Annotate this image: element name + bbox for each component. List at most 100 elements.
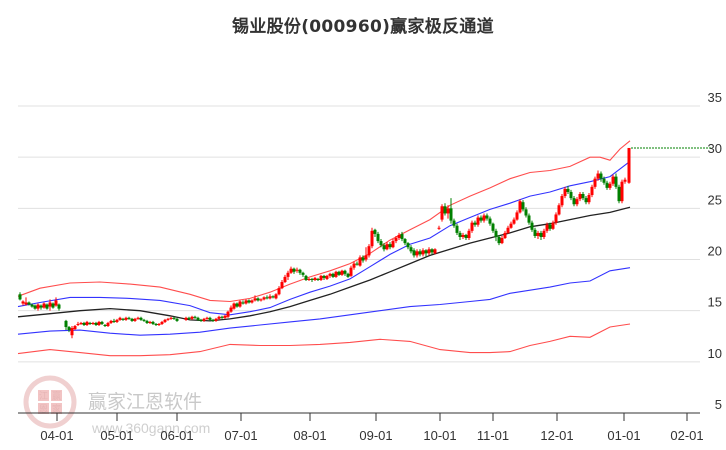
down-candle	[112, 320, 116, 322]
up-candle	[97, 321, 101, 325]
down-candle	[145, 320, 149, 323]
down-candle	[418, 251, 422, 255]
middle-line-line	[17, 206, 631, 322]
down-candle	[67, 327, 71, 331]
down-candle	[322, 275, 326, 278]
up-candle	[115, 319, 119, 322]
up-candle	[415, 251, 419, 256]
down-candle	[121, 318, 125, 320]
up-candle	[205, 317, 209, 319]
up-candle	[364, 255, 368, 260]
down-candle	[64, 320, 68, 328]
up-candle	[229, 307, 233, 312]
down-candle	[33, 305, 37, 309]
down-candle	[220, 316, 224, 318]
up-candle	[289, 268, 293, 273]
down-candle	[409, 247, 413, 252]
x-tick-label: 01-01	[607, 428, 640, 443]
down-candle	[94, 322, 98, 325]
svg-text:恩: 恩	[39, 404, 48, 415]
x-tick-label: 12-01	[540, 428, 573, 443]
gridlines	[18, 105, 700, 363]
down-candle	[400, 233, 404, 240]
down-candle	[241, 302, 245, 304]
up-candle	[136, 317, 140, 319]
svg-text:赢: 赢	[52, 390, 61, 402]
svg-text:江: 江	[39, 391, 48, 402]
down-candle	[103, 324, 107, 327]
down-candle	[139, 317, 143, 320]
up-candle	[334, 271, 338, 277]
down-candle	[530, 222, 534, 230]
down-candle	[373, 229, 377, 234]
candles	[18, 147, 631, 339]
up-candle	[503, 232, 507, 239]
up-candle	[433, 249, 437, 254]
down-candle	[412, 250, 416, 256]
up-candle	[482, 215, 486, 221]
up-candle	[232, 303, 236, 309]
down-candle	[292, 268, 296, 272]
y-axis: 5 10 15 20 25 30 35	[708, 90, 722, 412]
down-candle	[298, 269, 302, 273]
up-candle	[427, 249, 431, 254]
up-candle	[160, 321, 164, 324]
up-candle	[106, 322, 110, 327]
up-candle	[169, 317, 173, 319]
x-tick-label: 05-01	[100, 428, 133, 443]
y-tick-label: 20	[708, 244, 722, 259]
down-candle	[151, 321, 155, 324]
up-candle	[268, 296, 272, 299]
up-candle	[563, 188, 567, 197]
up-candle	[470, 222, 474, 231]
y-tick-label: 5	[715, 397, 722, 412]
x-tick-label: 09-01	[359, 428, 392, 443]
up-candle	[223, 315, 227, 318]
up-candle	[202, 318, 206, 321]
down-candle	[521, 202, 525, 210]
down-candle	[455, 225, 459, 233]
up-candle	[627, 147, 631, 183]
up-candle	[133, 318, 137, 321]
down-candle	[584, 198, 588, 203]
down-candle	[304, 275, 308, 280]
up-candle	[394, 238, 398, 242]
down-candle	[18, 294, 22, 300]
up-candle	[91, 322, 95, 324]
up-candle	[70, 328, 74, 336]
up-candle	[509, 223, 513, 228]
up-candle	[593, 178, 597, 187]
up-candle	[446, 208, 450, 214]
down-candle	[458, 232, 462, 237]
down-candle	[355, 263, 359, 265]
down-candle	[361, 257, 365, 261]
up-candle	[358, 257, 362, 266]
up-candle	[461, 234, 465, 237]
down-candle	[605, 182, 609, 188]
up-candle	[596, 173, 600, 179]
down-candle	[331, 273, 335, 277]
up-candle	[124, 317, 128, 320]
down-candle	[533, 229, 537, 236]
up-candle	[253, 298, 257, 301]
down-candle	[346, 273, 350, 277]
watermark-url: www.360gann.com	[91, 420, 210, 436]
up-candle	[608, 183, 612, 188]
up-candle	[307, 278, 311, 280]
up-candle	[349, 267, 353, 276]
up-candle	[545, 224, 549, 231]
x-tick-label: 04-01	[40, 428, 73, 443]
up-candle	[340, 270, 344, 275]
down-candle	[199, 319, 203, 321]
up-candle	[238, 301, 242, 307]
up-candle	[109, 320, 113, 323]
down-candle	[527, 215, 531, 223]
upper-inner-band-line	[17, 160, 631, 316]
down-candle	[379, 241, 383, 246]
up-candle	[79, 322, 83, 324]
up-candle	[367, 246, 371, 256]
up-candle	[560, 196, 564, 206]
down-candle	[599, 173, 603, 179]
up-candle	[85, 321, 89, 325]
down-candle	[464, 234, 468, 239]
